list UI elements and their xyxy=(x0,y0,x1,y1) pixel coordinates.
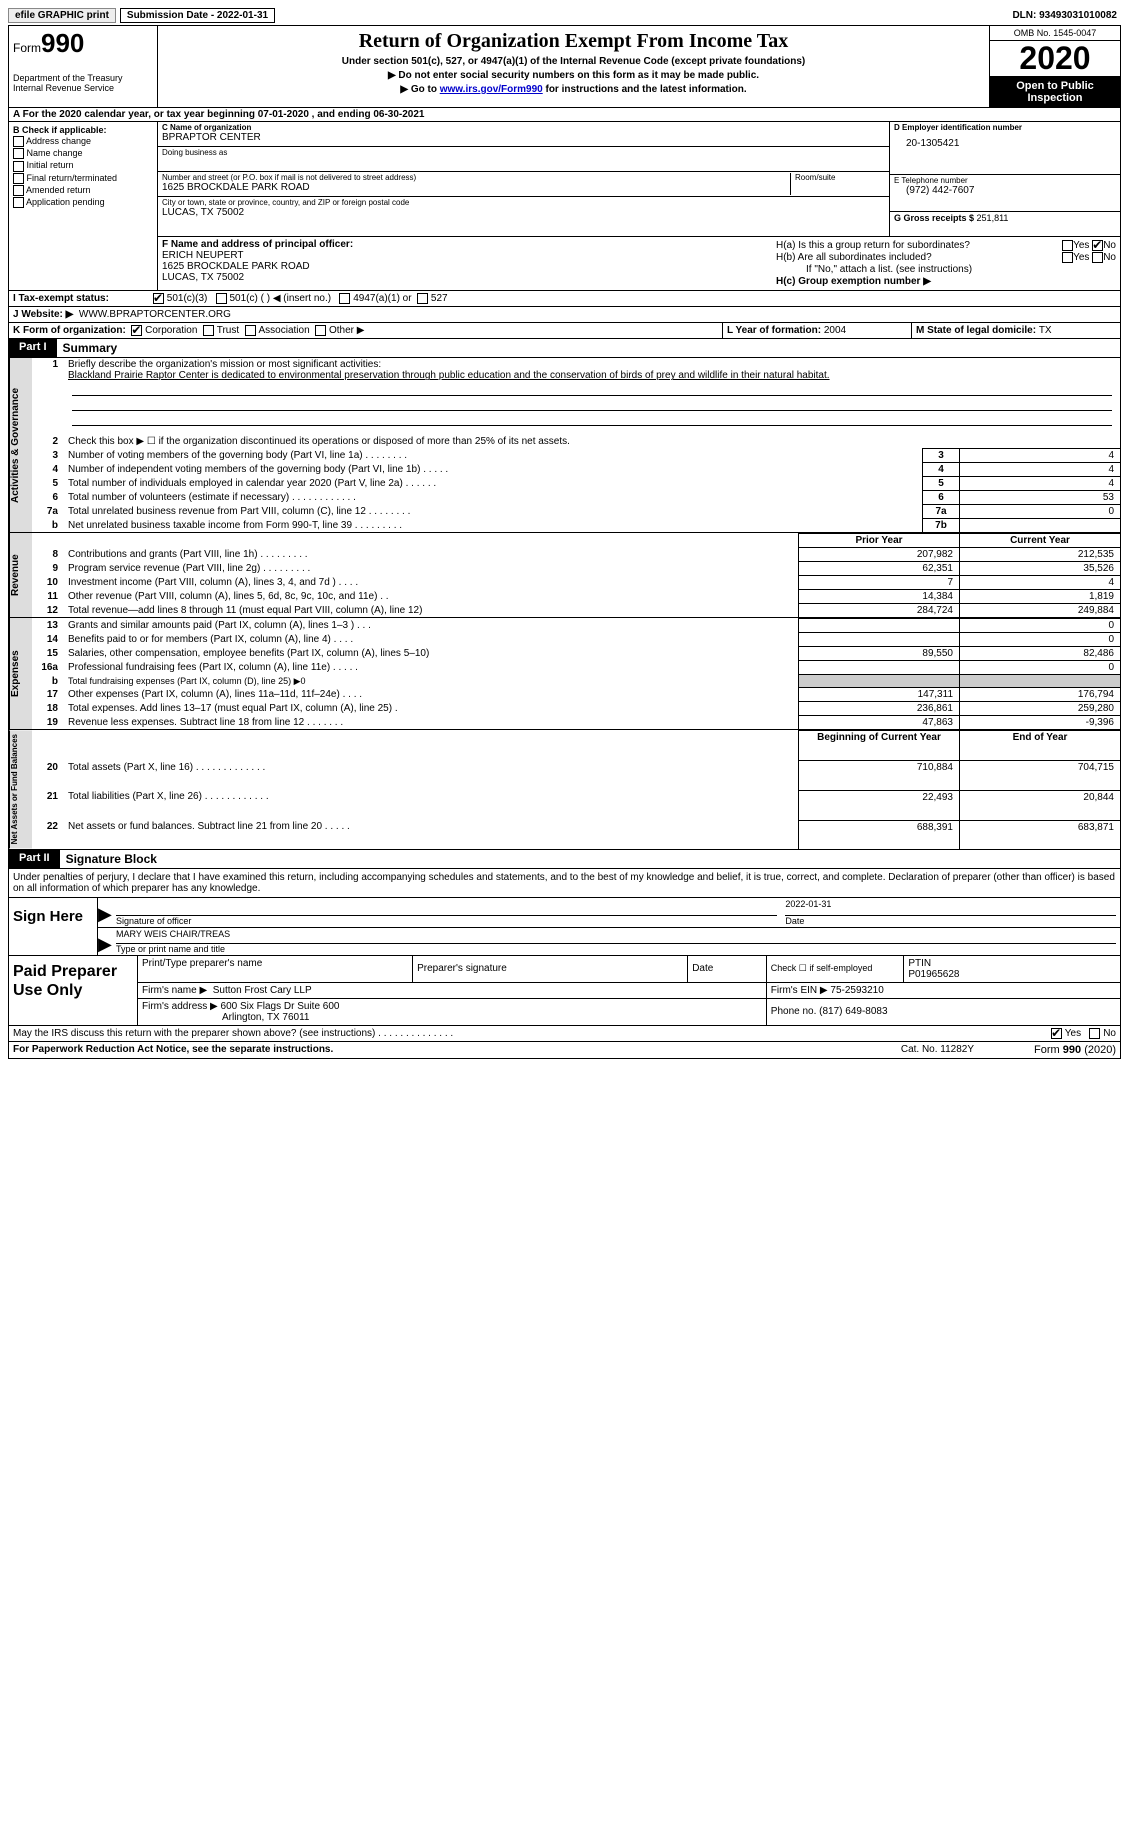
part2-header: Part II Signature Block xyxy=(9,849,1120,868)
row-i-tax-status: I Tax-exempt status: 501(c)(3) 501(c) ( … xyxy=(9,291,1120,307)
cb-501c3[interactable] xyxy=(153,293,164,304)
page-footer: For Paperwork Reduction Act Notice, see … xyxy=(9,1041,1120,1058)
org-name-cell: C Name of organization BPRAPTOR CENTER xyxy=(158,122,889,147)
cb-501c[interactable] xyxy=(216,293,227,304)
cb-amended[interactable] xyxy=(13,185,24,196)
row-klm: K Form of organization: Corporation Trus… xyxy=(9,323,1120,339)
cb-hb-no[interactable] xyxy=(1092,252,1103,263)
cb-trust[interactable] xyxy=(203,325,214,336)
ein-cell: D Employer identification number 20-1305… xyxy=(890,122,1120,175)
cb-discuss-yes[interactable] xyxy=(1051,1028,1062,1039)
vstrip-net-assets: Net Assets or Fund Balances xyxy=(9,730,32,848)
arrow-icon: ▶ xyxy=(98,898,112,927)
street-cell: Number and street (or P.O. box if mail i… xyxy=(158,172,889,197)
dba-cell: Doing business as xyxy=(158,147,889,172)
form-header: Form990 Department of the Treasury Inter… xyxy=(9,26,1120,108)
form-outer: Form990 Department of the Treasury Inter… xyxy=(8,25,1121,1059)
dept-label: Department of the Treasury Internal Reve… xyxy=(13,73,153,93)
part1-header: Part I Summary xyxy=(9,339,1120,357)
tax-year: 2020 xyxy=(990,41,1120,77)
submission-date: Submission Date - 2022-01-31 xyxy=(120,8,275,23)
signature-declaration: Under penalties of perjury, I declare th… xyxy=(9,868,1120,897)
form-subtitle-1: Under section 501(c), 527, or 4947(a)(1)… xyxy=(164,56,983,67)
row-j-website: J Website: ▶ WWW.BPRAPTORCENTER.ORG xyxy=(9,307,1120,323)
irs-link[interactable]: www.irs.gov/Form990 xyxy=(440,84,543,95)
cb-4947[interactable] xyxy=(339,293,350,304)
cb-app-pending[interactable] xyxy=(13,197,24,208)
cb-address-change[interactable] xyxy=(13,136,24,147)
dln: DLN: 93493031010082 xyxy=(1012,10,1121,21)
year-formation: L Year of formation: 2004 xyxy=(723,323,912,338)
officer-cell: F Name and address of principal officer:… xyxy=(158,237,772,290)
cb-assoc[interactable] xyxy=(245,325,256,336)
cb-ha-yes[interactable] xyxy=(1062,240,1073,251)
cb-name-change[interactable] xyxy=(13,148,24,159)
mission-text: Blackland Prairie Raptor Center is dedic… xyxy=(68,370,830,381)
state-domicile: M State of legal domicile: TX xyxy=(912,323,1120,338)
cb-initial-return[interactable] xyxy=(13,161,24,172)
top-toolbar: efile GRAPHIC print Submission Date - 20… xyxy=(8,8,1121,23)
arrow-icon: ▶ xyxy=(98,928,112,955)
vstrip-revenue: Revenue xyxy=(9,533,32,617)
vstrip-expenses: Expenses xyxy=(9,618,32,729)
form-number: Form990 xyxy=(13,28,153,59)
cb-corp[interactable] xyxy=(131,325,142,336)
form-subtitle-2: ▶ Do not enter social security numbers o… xyxy=(164,70,983,81)
discuss-row: May the IRS discuss this return with the… xyxy=(9,1025,1120,1041)
omb-number: OMB No. 1545-0047 xyxy=(990,26,1120,41)
open-to-public: Open to Public Inspection xyxy=(990,77,1120,107)
city-cell: City or town, state or province, country… xyxy=(158,197,889,221)
gross-cell: G Gross receipts $ 251,811 xyxy=(890,212,1120,236)
group-return-cell: H(a) Is this a group return for subordin… xyxy=(772,237,1120,290)
efile-print-button[interactable]: efile GRAPHIC print xyxy=(8,8,116,23)
cb-other[interactable] xyxy=(315,325,326,336)
vstrip-governance: Activities & Governance xyxy=(9,358,32,532)
form-subtitle-3: ▶ Go to www.irs.gov/Form990 for instruct… xyxy=(164,84,983,95)
paid-preparer-label: Paid Preparer Use Only xyxy=(9,956,137,1025)
cb-527[interactable] xyxy=(417,293,428,304)
sign-here-label: Sign Here xyxy=(9,898,97,955)
form-title: Return of Organization Exempt From Incom… xyxy=(164,30,983,53)
col-b-checkboxes: B Check if applicable: Address change Na… xyxy=(9,122,158,290)
cb-hb-yes[interactable] xyxy=(1062,252,1073,263)
tel-cell: E Telephone number (972) 442-7607 xyxy=(890,175,1120,212)
cb-final-return[interactable] xyxy=(13,173,24,184)
cb-ha-no[interactable] xyxy=(1092,240,1103,251)
row-a-tax-year: A For the 2020 calendar year, or tax yea… xyxy=(9,108,1120,122)
cb-discuss-no[interactable] xyxy=(1089,1028,1100,1039)
